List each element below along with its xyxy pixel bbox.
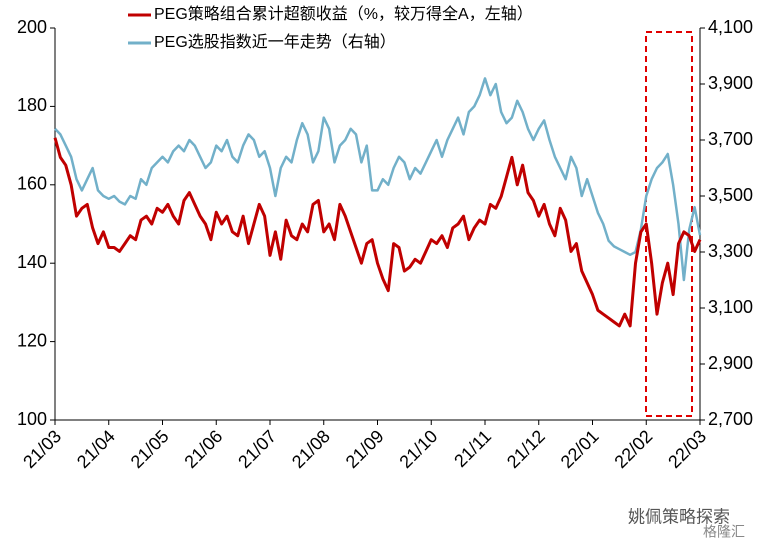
x-tick-label: 22/02: [610, 426, 656, 472]
legend-label: PEG策略组合累计超额收益（%，较万得全A，左轴）: [154, 5, 533, 23]
y2-tick-label: 3,100: [708, 297, 753, 317]
y-tick-label: 200: [17, 17, 47, 37]
y-tick-label: 120: [17, 330, 47, 350]
legend-label: PEG选股指数近一年走势（右轴）: [154, 33, 396, 51]
watermark: 格隆汇: [703, 524, 745, 540]
watermark: 姚佩策略探索: [628, 507, 730, 526]
y2-tick-label: 2,900: [708, 353, 753, 373]
y2-tick-label: 3,900: [708, 73, 753, 93]
x-tick-label: 21/06: [180, 426, 226, 472]
x-tick-label: 21/04: [73, 426, 119, 472]
y2-tick-label: 3,300: [708, 241, 753, 261]
series-line: [53, 137, 702, 328]
x-tick-label: 21/05: [127, 426, 173, 472]
series-line: [54, 77, 702, 282]
x-tick-label: 21/07: [234, 426, 280, 472]
y2-tick-label: 3,500: [708, 185, 753, 205]
x-tick-label: 21/12: [503, 426, 549, 472]
y2-tick-label: 3,700: [708, 129, 753, 149]
x-tick-label: 21/09: [342, 426, 388, 472]
y2-tick-label: 2,700: [708, 409, 753, 429]
x-tick-label: 21/08: [288, 426, 334, 472]
x-tick-label: 21/03: [19, 426, 65, 472]
x-tick-label: 21/10: [395, 426, 441, 472]
x-tick-label: 22/01: [557, 426, 603, 472]
y-tick-label: 180: [17, 95, 47, 115]
y2-tick-label: 4,100: [708, 17, 753, 37]
x-tick-label: 22/03: [664, 426, 710, 472]
y-tick-label: 100: [17, 409, 47, 429]
x-tick-label: 21/11: [450, 426, 495, 471]
y-tick-label: 160: [17, 174, 47, 194]
highlight-box: [645, 31, 693, 417]
y-tick-label: 140: [17, 252, 47, 272]
